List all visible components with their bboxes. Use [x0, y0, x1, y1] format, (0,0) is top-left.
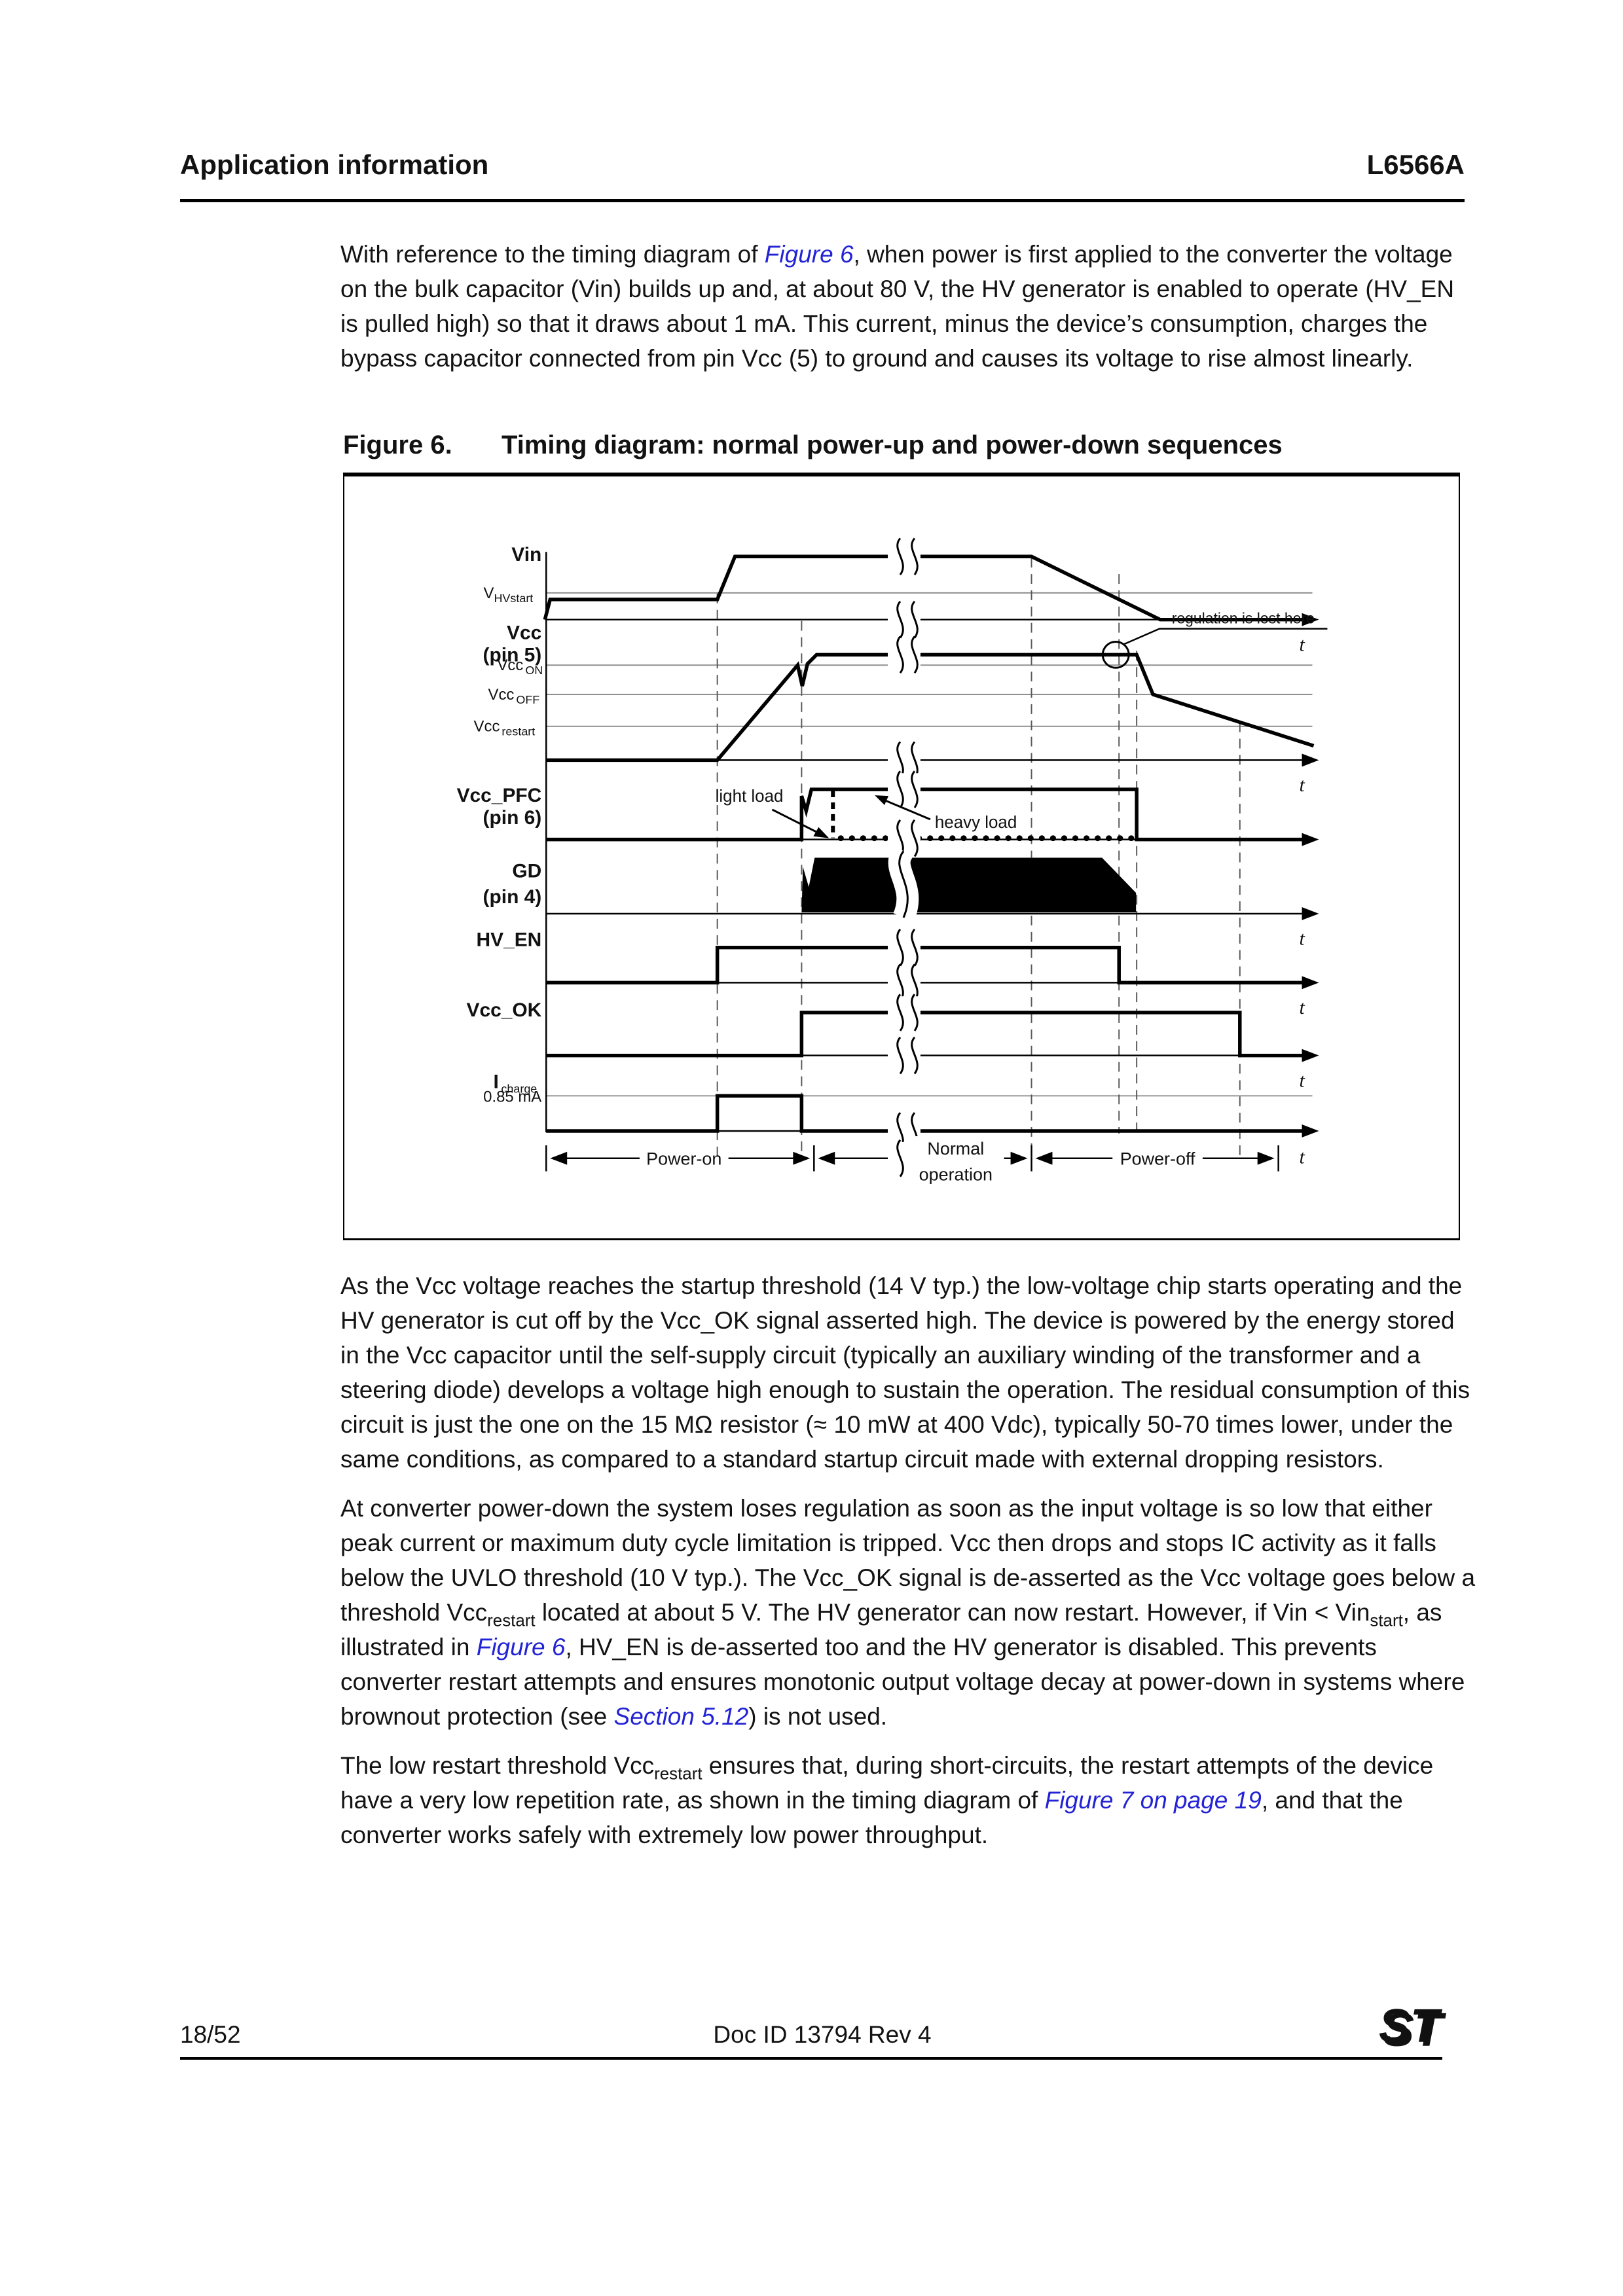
text-run: , when power is first applied to the con… — [340, 241, 1455, 372]
text-run: The low restart threshold Vcc — [340, 1752, 655, 1779]
vccoff-sub: OFF — [516, 693, 539, 706]
text-run: ensures that, during short-circuits, the… — [340, 1752, 1434, 1814]
vin-waveform — [543, 554, 1304, 622]
text-run: ) is not used. — [748, 1703, 888, 1730]
text-run: , as illustrated in — [340, 1599, 1442, 1660]
vccoff-label: Vcc — [488, 686, 514, 704]
cross-reference-link[interactable]: Figure 7 on page 19 — [1044, 1787, 1262, 1814]
figure-title: Timing diagram: normal power-up and powe… — [501, 431, 1283, 459]
footer-rule — [180, 2057, 1442, 2060]
time-break-symbols — [886, 537, 922, 1178]
hv-en-label: HV_EN — [477, 929, 542, 951]
subscript-text: restart — [487, 1611, 536, 1630]
gd-switching-block — [801, 857, 1137, 912]
vhvstart-label: V — [484, 584, 494, 602]
light-load-label: light load — [716, 787, 784, 806]
subscript-text: restart — [654, 1765, 702, 1784]
normal-operation-label-1: Normal — [927, 1139, 984, 1158]
figure-label: Figure 6. — [343, 431, 452, 459]
st-logo: ST ST — [1379, 2001, 1447, 2056]
vcc-label: Vcc — [507, 622, 541, 644]
paragraph-powerdown: At converter power-down the system loses… — [340, 1491, 1477, 1734]
gd-pin-label: (pin 4) — [483, 886, 542, 908]
vcc-pfc-waveform — [546, 787, 1304, 842]
body-text: As the Vcc voltage reaches the startup t… — [340, 1268, 1477, 1867]
vhvstart-sub: HVstart — [494, 592, 533, 605]
vcc-pfc-pin-label: (pin 6) — [483, 807, 542, 829]
load-annotations: light load heavy load — [716, 787, 1017, 838]
icharge-label: I — [493, 1071, 498, 1092]
heavy-load-label: heavy load — [935, 814, 1017, 832]
gd-label: GD — [512, 860, 541, 882]
t-label-icharge: t — [1300, 1147, 1305, 1168]
st-logo-cyan-layer: ST — [1383, 2004, 1447, 2056]
text-run: With reference to the timing diagram of — [340, 241, 765, 268]
header-rule — [180, 199, 1465, 202]
vin-label: Vin — [511, 544, 541, 565]
normal-operation-label-2: operation — [919, 1165, 993, 1185]
t-label-gd: t — [1300, 928, 1305, 950]
icharge-level-label: 0.85 mA — [483, 1088, 541, 1105]
t-label-vcc: t — [1300, 774, 1305, 796]
power-off-label: Power-off — [1120, 1149, 1195, 1169]
cross-reference-link[interactable]: Figure 6 — [476, 1634, 566, 1660]
vcc-pin-label: (pin 5) — [483, 644, 542, 666]
t-label-vccok: t — [1300, 1069, 1305, 1091]
text-run: As the Vcc voltage reaches the startup t… — [340, 1272, 1470, 1473]
regulation-lost-callout: regulation is lost here — [1101, 610, 1328, 669]
hv-en-waveform — [546, 945, 1304, 985]
text-run: At converter power-down the system loses… — [340, 1495, 1476, 1626]
t-axis-labels: t t t t t t — [1300, 634, 1305, 1168]
header-section: Application information — [180, 149, 489, 180]
page-header: Application information L6566A — [180, 149, 1465, 181]
regulation-lost-label: regulation is lost here — [1172, 610, 1315, 627]
vccon-sub: ON — [525, 664, 543, 677]
t-label-hven: t — [1300, 997, 1305, 1018]
figure-box: regulation is lost here light load heavy… — [343, 473, 1460, 1240]
icharge-sub: charge — [501, 1082, 537, 1095]
vcc-waveform — [546, 653, 1315, 762]
figure-caption: Figure 6. Timing diagram: normal power-u… — [343, 431, 1463, 460]
header-part-number: L6566A — [1366, 149, 1465, 180]
vcc-ok-label: Vcc_OK — [467, 999, 542, 1021]
page-number: 18/52 — [180, 2021, 241, 2048]
paragraph-restart: The low restart threshold Vccrestart ens… — [340, 1748, 1477, 1852]
cross-reference-link[interactable]: Figure 6 — [764, 241, 854, 268]
paragraph-startup: As the Vcc voltage reaches the startup t… — [340, 1268, 1477, 1477]
subscript-text: start — [1370, 1611, 1403, 1630]
st-logo-blue-layer: ST — [1379, 2001, 1443, 2053]
row-labels: Vin V HVstart Vcc (pin 5) Vcc ON Vcc OFF… — [457, 544, 543, 1105]
timing-diagram: regulation is lost here light load heavy… — [457, 537, 1328, 1193]
t-label-vin: t — [1300, 634, 1305, 655]
intro-paragraph: With reference to the timing diagram of … — [340, 237, 1477, 376]
text-run: , HV_EN is de-asserted too and the HV ge… — [340, 1634, 1465, 1730]
text-run: , and that the converter works safely wi… — [340, 1787, 1403, 1848]
vccrestart-sub: restart — [501, 725, 535, 738]
phase-timeline: Power-on Normal operation Power-off — [545, 1136, 1279, 1193]
vccon-label: Vcc — [497, 656, 523, 674]
icharge-waveform — [546, 1094, 1304, 1133]
power-on-label: Power-on — [646, 1149, 721, 1169]
cross-reference-link[interactable]: Section 5.12 — [613, 1703, 749, 1730]
text-run: located at about 5 V. The HV generator c… — [535, 1599, 1370, 1626]
vcc-pfc-label: Vcc_PFC — [457, 785, 542, 806]
vcc-ok-waveform — [546, 1011, 1304, 1058]
doc-id: Doc ID 13794 Rev 4 — [713, 2021, 932, 2048]
vccrestart-label: Vcc — [474, 718, 500, 736]
